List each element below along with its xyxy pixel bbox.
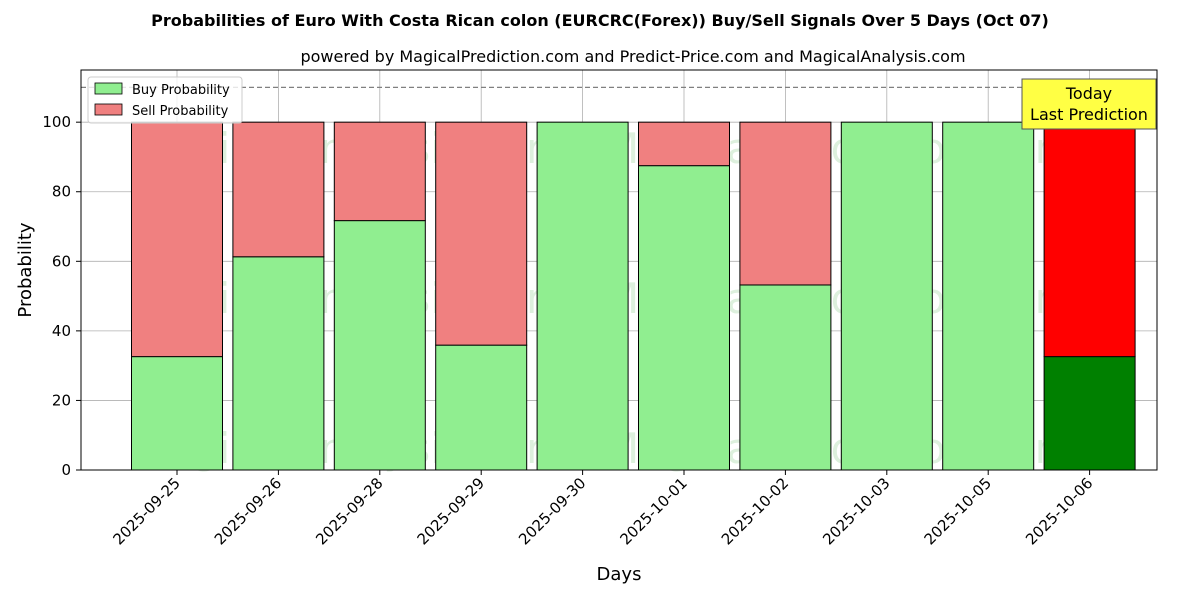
- chart-subtitle: powered by MagicalPrediction.com and Pre…: [300, 47, 965, 66]
- buy-bar: [232, 256, 325, 471]
- sell-bar: [232, 121, 325, 258]
- x-tick-label: 2025-10-06: [1022, 474, 1096, 548]
- y-axis-ticks: 0 20 40 60 80 100: [42, 113, 81, 479]
- y-tick-label: 20: [52, 391, 71, 409]
- plot-frame: [80, 69, 1158, 471]
- y-tick-label: 40: [52, 322, 71, 340]
- buy-bar: [1043, 356, 1136, 471]
- buy-bar: [435, 344, 528, 471]
- legend-box: [87, 76, 243, 124]
- y-tick-label: 0: [61, 461, 71, 479]
- sell-bar: [739, 121, 832, 286]
- annotation-line-2: Last Prediction: [1030, 105, 1148, 124]
- buy-bar: [536, 121, 629, 471]
- buy-bar: [942, 121, 1035, 471]
- sell-bar: [333, 121, 426, 222]
- x-tick-label: 2025-10-02: [718, 474, 792, 548]
- sell-bar: [638, 121, 730, 167]
- x-axis-ticks: 2025-09-25 2025-09-26 2025-09-28 2025-09-29…: [109, 470, 1096, 548]
- buy-bar: [638, 165, 730, 471]
- sell-bar: [131, 121, 223, 358]
- annotation-box: [1021, 78, 1157, 130]
- y-tick-label: 80: [52, 183, 71, 201]
- today-annotation: Today Last Prediction: [1021, 78, 1157, 130]
- x-tick-label: 2025-09-30: [515, 474, 589, 548]
- legend-swatch-buy: [94, 82, 123, 95]
- y-axis-label: Probability: [15, 222, 36, 317]
- legend-label-sell: Sell Probability: [132, 104, 229, 119]
- bar-layer: [131, 121, 1136, 471]
- x-axis-label: Days: [597, 564, 642, 585]
- buy-bar: [739, 284, 832, 471]
- x-tick-label: 2025-09-29: [414, 474, 488, 548]
- y-tick-label: 100: [42, 113, 71, 131]
- x-tick-label: 2025-10-03: [819, 474, 893, 548]
- sell-bar: [435, 121, 528, 346]
- x-tick-label: 2025-09-26: [211, 474, 285, 548]
- x-tick-label: 2025-10-01: [616, 474, 690, 548]
- x-tick-label: 2025-09-28: [312, 474, 386, 548]
- buy-bar: [333, 220, 426, 471]
- legend-swatch-sell: [94, 103, 123, 116]
- sell-bar: [1043, 121, 1136, 358]
- buy-bar: [840, 121, 933, 471]
- y-tick-label: 60: [52, 252, 71, 270]
- x-tick-label: 2025-10-05: [921, 474, 995, 548]
- legend: Buy Probability Sell Probability: [87, 76, 243, 124]
- x-tick-label: 2025-09-25: [109, 474, 183, 548]
- chart-title: Probabilities of Euro With Costa Rican c…: [151, 11, 1049, 30]
- legend-label-buy: Buy Probability: [132, 83, 230, 98]
- annotation-line-1: Today: [1065, 84, 1112, 103]
- buy-bar: [131, 356, 223, 471]
